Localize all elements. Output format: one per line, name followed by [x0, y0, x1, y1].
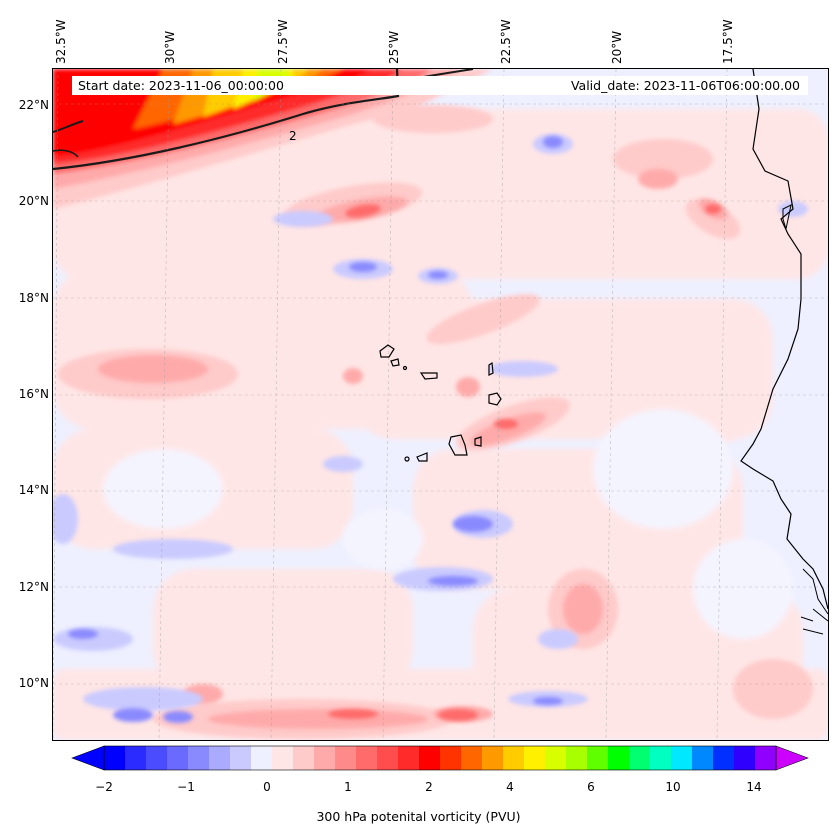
colorbar-cell: [167, 746, 189, 770]
colorbar-tick-0: 0: [263, 780, 271, 794]
colorbar-cell: [629, 746, 651, 770]
lat-label-14n: 14°N: [18, 483, 49, 497]
colorbar-tick-m1: −1: [177, 780, 195, 794]
colorbar-min-arrow: [71, 745, 105, 771]
lat-label-20n: 20°N: [18, 194, 49, 208]
colorbar-cell: [419, 746, 441, 770]
colorbar-tick-14: 14: [746, 780, 762, 794]
colorbar-cell: [125, 746, 147, 770]
map-panel[interactable]: 2: [52, 68, 829, 741]
pv-contour-2-north: [53, 120, 84, 133]
colorbar-cell: [104, 746, 126, 770]
colorbar-cell: [503, 746, 525, 770]
colorbar-cell: [671, 746, 693, 770]
colorbar-cell: [524, 746, 546, 770]
graticule: [53, 69, 828, 740]
colorbar-cell: [230, 746, 252, 770]
coastline-detail-guinea: [800, 568, 828, 635]
lon-label-25w: 25°W: [387, 30, 401, 64]
colorbar-cell: [398, 746, 420, 770]
colorbar-cell: [146, 746, 168, 770]
colorbar-cell: [272, 746, 294, 770]
lat-label-22n: 22°N: [18, 98, 49, 112]
lon-label-32-5w: 32.5°W: [54, 19, 68, 64]
colorbar-cell: [314, 746, 336, 770]
colorbar-max-arrow: [775, 745, 809, 771]
lat-label-12n: 12°N: [18, 580, 49, 594]
colorbar-cell: [545, 746, 567, 770]
blue-strong-blobs: [68, 136, 563, 723]
contour-label: 2: [289, 129, 297, 143]
colorbar-tick-2: 2: [425, 780, 433, 794]
colorbar-cell: [356, 746, 378, 770]
start-date-label: Start date: 2023-11-06_00:00:00: [78, 78, 284, 93]
pv-contour-2: [53, 69, 400, 171]
info-bar: Start date: 2023-11-06_00:00:00 Valid_da…: [72, 76, 808, 95]
colorbar-cell: [461, 746, 483, 770]
colorbar-tick-4: 4: [506, 780, 514, 794]
lat-label-16n: 16°N: [18, 387, 49, 401]
red-core-blobs: [328, 204, 721, 721]
coastline-detail-senegal: [782, 204, 792, 230]
colorbar-cell: [692, 746, 714, 770]
colorbar-cell: [566, 746, 588, 770]
colorbar: [71, 745, 809, 771]
lon-label-27-5w: 27.5°W: [276, 19, 290, 64]
lon-label-20w: 20°W: [610, 30, 624, 64]
colorbar-tick-m2: −2: [95, 780, 113, 794]
colorbar-cell: [713, 746, 735, 770]
colorbar-title: 300 hPa potenital vorticity (PVU): [316, 809, 521, 824]
colorbar-cell: [188, 746, 210, 770]
pv-contour-2-west: [53, 149, 79, 158]
lat-label-18n: 18°N: [18, 291, 49, 305]
colorbar-cell: [587, 746, 609, 770]
lon-label-22-5w: 22.5°W: [499, 19, 513, 64]
valid-date-label: Valid_date: 2023-11-06T06:00:00.00: [570, 78, 800, 93]
colorbar-cell: [251, 746, 273, 770]
colorbar-cell: [440, 746, 462, 770]
pv-field: 2: [53, 69, 828, 740]
colorbar-cell: [650, 746, 672, 770]
colorbar-cell: [608, 746, 630, 770]
lon-label-30w: 30°W: [163, 30, 177, 64]
cape-verde-islands: [379, 344, 502, 462]
lat-label-10n: 10°N: [18, 676, 49, 690]
colorbar-tick-1: 1: [344, 780, 352, 794]
colorbar-cell: [335, 746, 357, 770]
lon-label-17-5w: 17.5°W: [721, 19, 735, 64]
africa-coastline: [740, 69, 828, 610]
colorbar-cell: [734, 746, 756, 770]
colorbar-cell: [377, 746, 399, 770]
colorbar-cell: [755, 746, 777, 770]
colorbar-cell: [482, 746, 504, 770]
colorbar-cell: [209, 746, 231, 770]
colorbar-tick-6: 6: [587, 780, 595, 794]
colorbar-tick-10: 10: [665, 780, 681, 794]
colorbar-cell: [293, 746, 315, 770]
